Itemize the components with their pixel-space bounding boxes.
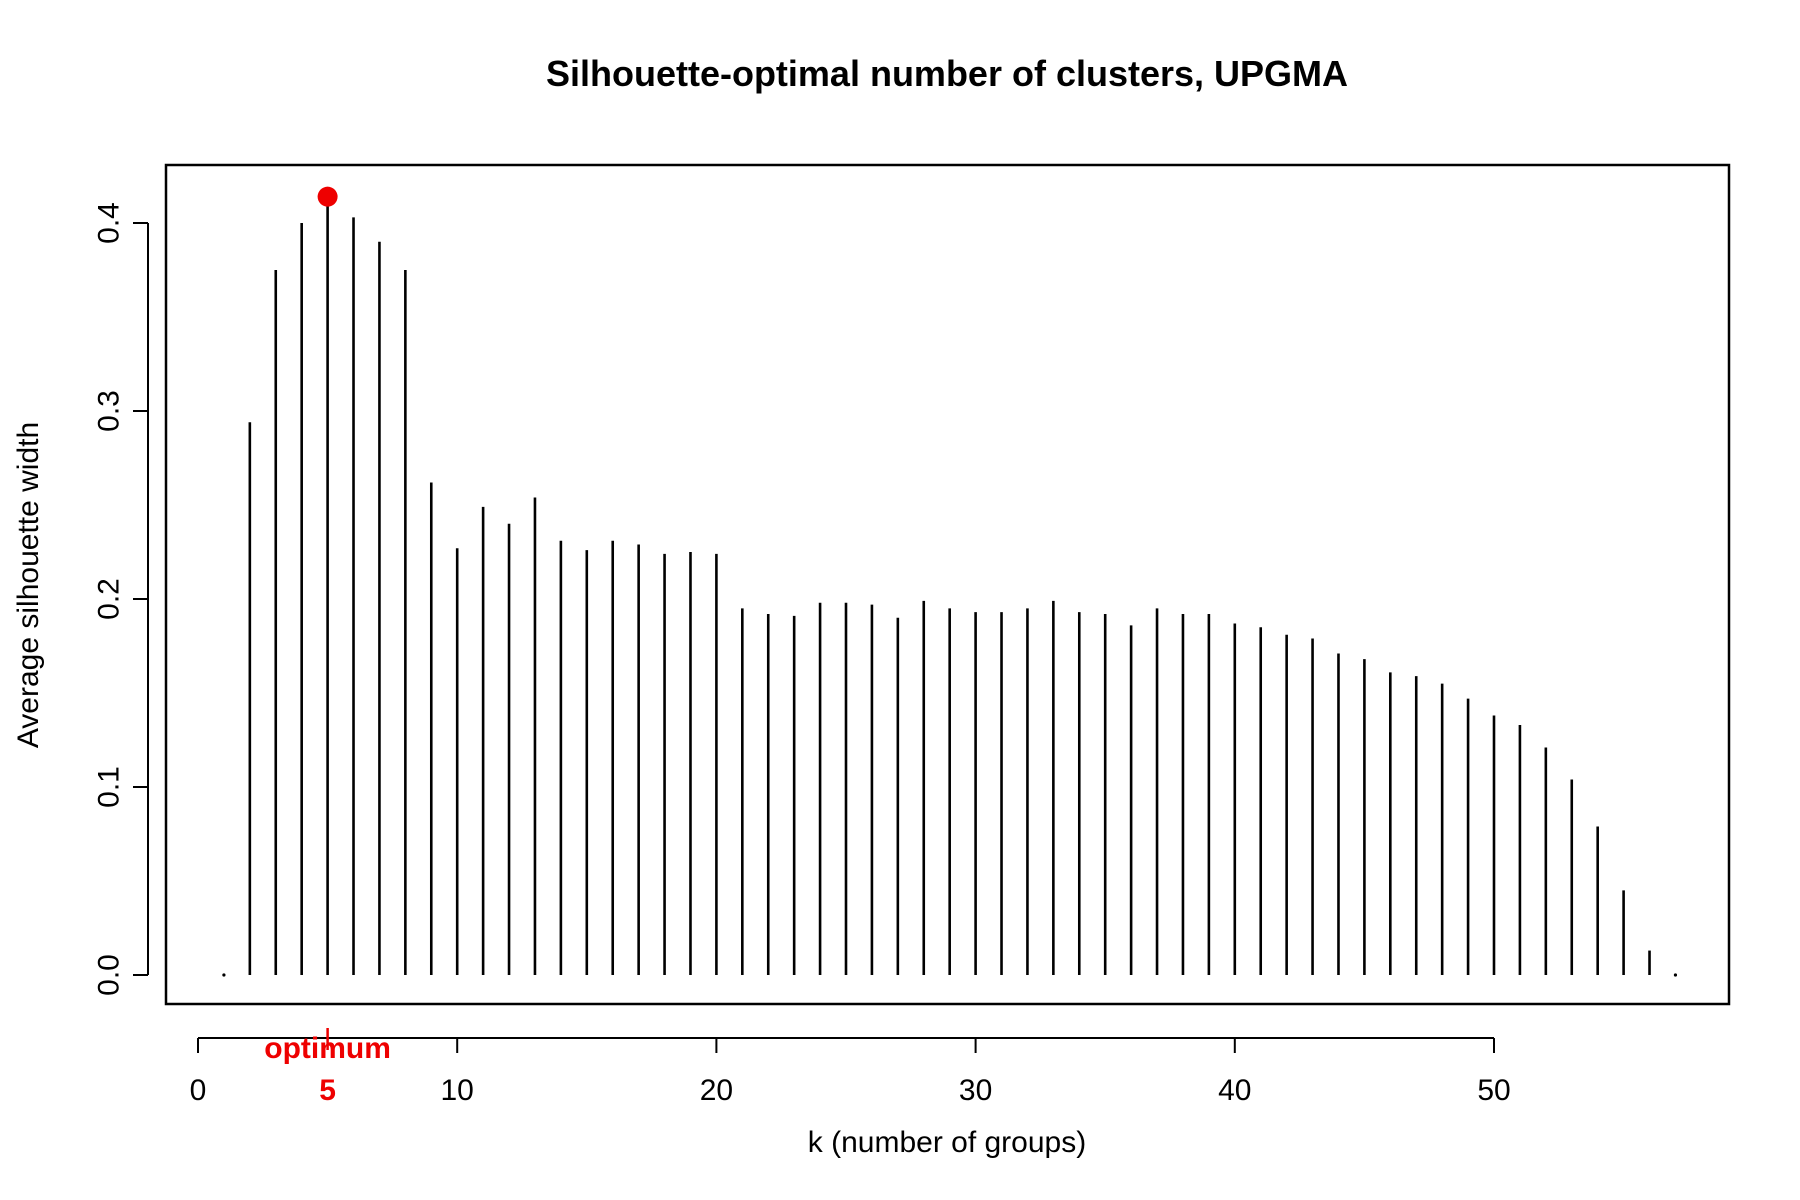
x-tick-label: 20 — [700, 1074, 733, 1107]
x-tick-label: 0 — [190, 1074, 207, 1107]
x-tick-label: 30 — [959, 1074, 992, 1107]
data-line — [222, 973, 226, 977]
x-tick-label: 10 — [441, 1074, 474, 1107]
y-tick-label: 0.4 — [93, 202, 126, 244]
y-tick-label: 0.3 — [93, 390, 126, 432]
y-axis: 0.0 0.1 0.2 0.3 0.4 — [93, 202, 149, 996]
y-tick-label: 0.1 — [93, 766, 126, 808]
optimum-tick-label: 5 — [319, 1074, 336, 1107]
optimum-point — [317, 186, 338, 207]
x-tick-label: 50 — [1477, 1074, 1510, 1107]
x-tick-label: 40 — [1218, 1074, 1251, 1107]
data-line — [1673, 973, 1678, 977]
optimum-label: optimum — [264, 1032, 391, 1065]
y-tick-label: 0.0 — [93, 954, 126, 996]
chart-title: Silhouette-optimal number of clusters, U… — [546, 53, 1348, 94]
y-axis-title: Average silhouette width — [12, 422, 45, 748]
optimum-annotation: optimum 5 — [264, 186, 391, 1107]
data-lines — [222, 196, 1678, 977]
y-tick-label: 0.2 — [93, 578, 126, 620]
x-axis-title: k (number of groups) — [808, 1126, 1086, 1159]
plot-frame — [164, 163, 1731, 1006]
x-axis: 0 10 20 30 40 50 — [190, 1037, 1511, 1107]
